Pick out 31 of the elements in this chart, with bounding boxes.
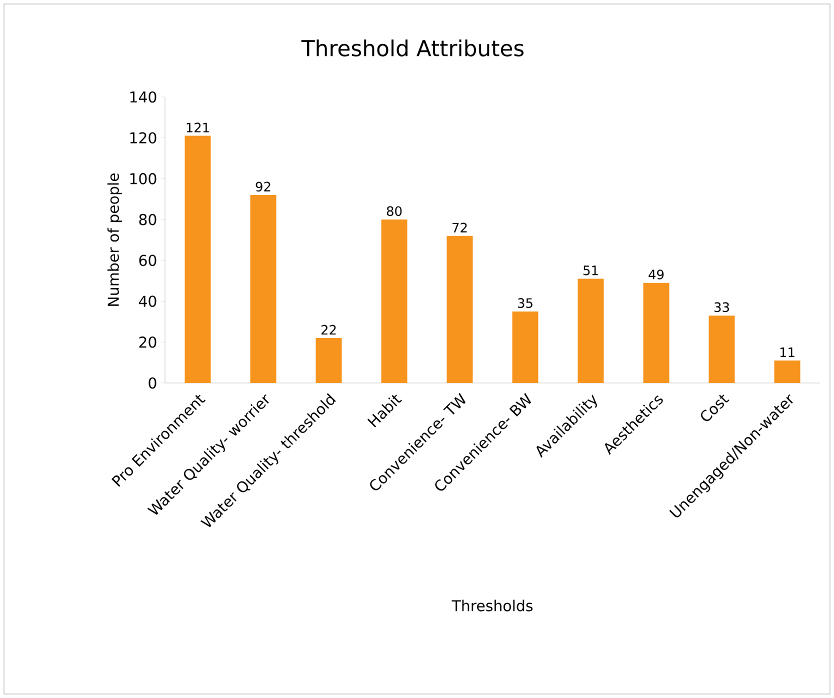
chart-title: Threshold Attributes (301, 40, 524, 56)
bar (446, 236, 473, 383)
bar (381, 220, 408, 383)
bar (708, 316, 735, 383)
y-tick-label: 40 (138, 296, 156, 307)
bar (643, 282, 670, 383)
x-axis-title: Thresholds (452, 600, 533, 612)
y-tick-label: 80 (139, 214, 156, 226)
y-tick-label: 120 (130, 132, 156, 144)
bar (316, 338, 342, 383)
bar (184, 136, 211, 383)
y-tick-label: 100 (130, 173, 156, 184)
y-tick-label: 20 (139, 336, 156, 348)
bar (512, 311, 538, 383)
data-label: 92 (256, 182, 270, 192)
bar (774, 360, 800, 383)
data-label: 35 (518, 298, 532, 308)
y-axis-title: Number of people (107, 173, 122, 306)
data-label: 72 (452, 222, 467, 232)
y-tick-label: 140 (130, 91, 156, 103)
data-label: 121 (186, 122, 209, 132)
y-tick-label: 0 (148, 377, 156, 389)
data-label: 80 (386, 206, 402, 216)
data-label: 33 (714, 302, 729, 312)
y-tick-label: 60 (139, 254, 156, 266)
data-label: 11 (780, 348, 794, 357)
data-label: 22 (321, 324, 336, 335)
data-label: 49 (648, 270, 664, 280)
data-label: 51 (584, 266, 598, 276)
bar (578, 278, 604, 383)
bar (250, 195, 276, 383)
